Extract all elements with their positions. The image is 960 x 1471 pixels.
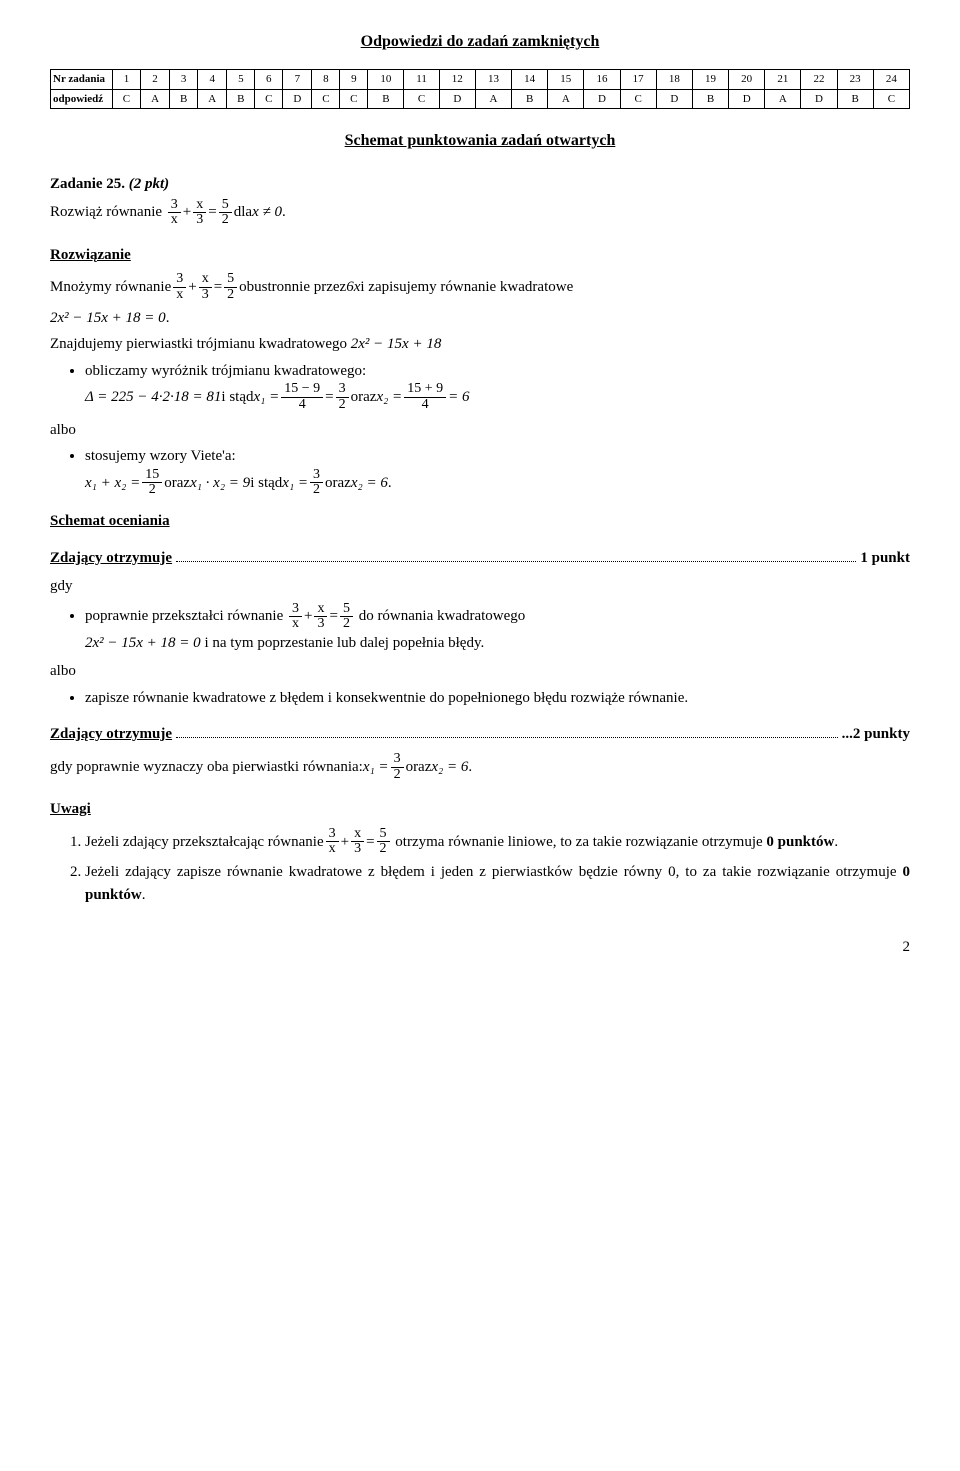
answer-key-table: Nr zadania 12345678910111213141516171819… xyxy=(50,69,910,109)
table-header-label: Nr zadania xyxy=(51,70,113,90)
remarks-heading: Uwagi xyxy=(50,798,910,821)
solution-heading: Rozwiązanie xyxy=(50,244,910,267)
table-row-header: Nr zadania 12345678910111213141516171819… xyxy=(51,70,910,90)
task25-statement: Rozwiąż równanie 3x + x3 = 52 dla x ≠ 0 … xyxy=(50,198,286,228)
list-item: poprawnie przekształci równanie 3x + x3 … xyxy=(85,602,910,655)
open-scoring-title: Schemat punktowania zadań otwartych xyxy=(50,129,910,153)
find-roots-line: Znajdujemy pierwiastki trójmianu kwadrat… xyxy=(50,333,910,356)
task25-heading: Zadanie 25. (2 pkt) xyxy=(50,173,910,196)
list-item: stosujemy wzory Viete'a: x₁ + x₂ = 152 o… xyxy=(85,445,910,498)
list-item: Jeżeli zdający zapisze równanie kwadrato… xyxy=(85,861,910,906)
albo-text-2: albo xyxy=(50,660,910,683)
leader-dots xyxy=(176,561,856,562)
list-item: zapisze równanie kwadratowe z błędem i k… xyxy=(85,687,910,710)
remarks-list: Jeżeli zdający przekształcając równanie … xyxy=(85,827,910,906)
leader-dots xyxy=(176,737,838,738)
score-2-points-line: Zdający otrzymuje ...2 punkty xyxy=(50,723,910,746)
score1-conditions: poprawnie przekształci równanie 3x + x3 … xyxy=(85,602,910,655)
method2-list: stosujemy wzory Viete'a: x₁ + x₂ = 152 o… xyxy=(85,445,910,498)
list-item: Jeżeli zdający przekształcając równanie … xyxy=(85,827,910,857)
gdy-text: gdy xyxy=(50,575,910,598)
albo-text: albo xyxy=(50,419,910,442)
quadratic-equation: 2x² − 15x + 18 = 0. xyxy=(50,307,910,330)
table-row-answers: odpowiedź CABABCDCCBCDABADCDBDADBC xyxy=(51,89,910,109)
score2-condition: gdy poprawnie wyznaczy oba pierwiastki r… xyxy=(50,752,472,782)
page-number: 2 xyxy=(50,936,910,959)
scoring-scheme-heading: Schemat oceniania xyxy=(50,510,910,533)
method1-list: obliczamy wyróżnik trójmianu kwadratoweg… xyxy=(85,360,910,413)
multiply-equation-line: Mnożymy równanie 3x + x3 = 52 obustronni… xyxy=(50,272,573,302)
vieta-line: x₁ + x₂ = 152 oraz x₁ · x₂ = 9 i stąd x₁… xyxy=(85,468,392,498)
score-1-point-line: Zdający otrzymuje 1 punkt xyxy=(50,547,910,570)
closed-answers-title: Odpowiedzi do zadań zamkniętych xyxy=(50,30,910,54)
list-item: obliczamy wyróżnik trójmianu kwadratoweg… xyxy=(85,360,910,413)
table-answer-label: odpowiedź xyxy=(51,89,113,109)
score1-conditions-2: zapisze równanie kwadratowe z błędem i k… xyxy=(85,687,910,710)
discriminant-line: Δ = 225 − 4·2·18 = 81 i stąd x₁ = 15 − 9… xyxy=(85,382,469,412)
